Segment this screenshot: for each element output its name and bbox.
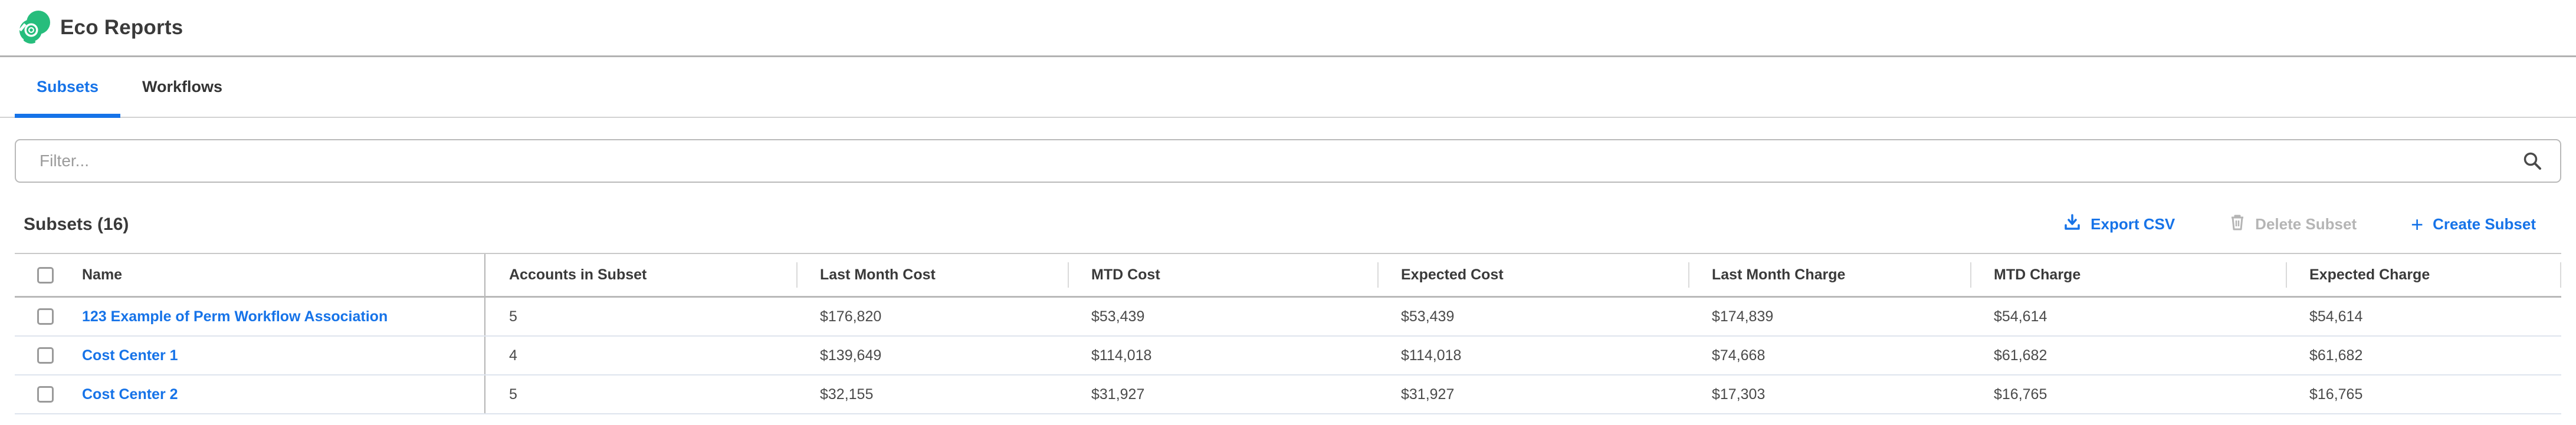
column-label-name: Name: [82, 266, 123, 283]
expected-cost-cell: $114,018: [1401, 347, 1462, 364]
accounts-cell: 5: [509, 308, 517, 325]
filter-section: [0, 118, 2576, 183]
trash-icon: [2229, 213, 2246, 235]
section-actions: Export CSV Delete Subset + Create Subset: [2063, 213, 2552, 235]
expected-charge-cell: $61,682: [2309, 347, 2363, 364]
table-row: Cost Center 2 5 $32,155 $31,927 $31,927 …: [15, 375, 2561, 414]
expected-cost-cell: $53,439: [1401, 308, 1455, 325]
row-checkbox[interactable]: [37, 308, 54, 325]
last-month-cost-cell: $139,649: [820, 347, 882, 364]
accounts-cell: 5: [509, 386, 517, 403]
mtd-charge-cell: $61,682: [1994, 347, 2047, 364]
delete-subset-label: Delete Subset: [2255, 215, 2357, 233]
table-row: Cost Center 1 4 $139,649 $114,018 $114,0…: [15, 337, 2561, 375]
last-month-cost-cell: $32,155: [820, 386, 874, 403]
last-month-charge-cell: $17,303: [1712, 386, 1766, 403]
page-title: Eco Reports: [60, 16, 183, 39]
row-name-cell: Cost Center 1: [15, 337, 485, 374]
last-month-cost-cell: $176,820: [820, 308, 882, 325]
header-expected-charge: Expected Charge: [2286, 254, 2561, 296]
subsets-table: Name Accounts in Subset Last Month Cost …: [15, 253, 2561, 414]
header-accounts: Accounts in Subset: [509, 266, 647, 283]
delete-subset-button[interactable]: Delete Subset: [2229, 213, 2357, 235]
table-header-row: Name Accounts in Subset Last Month Cost …: [15, 253, 2561, 298]
tab-bar: Subsets Workflows: [0, 57, 2576, 118]
row-name-cell: Cost Center 2: [15, 375, 485, 413]
row-name-cell: 123 Example of Perm Workflow Association: [15, 298, 485, 335]
section-title: Subsets (16): [24, 214, 129, 234]
filter-input[interactable]: [16, 140, 2560, 182]
mtd-charge-cell: $54,614: [1994, 308, 2047, 325]
section-header: Subsets (16) Export CSV De: [0, 183, 2576, 235]
header-last-month-cost: Last Month Cost: [796, 254, 1068, 296]
tab-subsets[interactable]: Subsets: [15, 57, 121, 118]
create-subset-label: Create Subset: [2433, 215, 2536, 233]
header-mtd-cost: MTD Cost: [1068, 254, 1377, 296]
export-csv-label: Export CSV: [2091, 215, 2175, 233]
expected-charge-cell: $54,614: [2309, 308, 2363, 325]
subset-link[interactable]: Cost Center 2: [82, 386, 178, 403]
subset-link[interactable]: Cost Center 1: [82, 347, 178, 364]
header-name: Name: [15, 254, 485, 296]
tab-workflows[interactable]: Workflows: [142, 78, 223, 95]
search-icon[interactable]: [2522, 151, 2542, 171]
mtd-charge-cell: $16,765: [1994, 386, 2047, 403]
mtd-cost-cell: $31,927: [1091, 386, 1145, 403]
filter-box: [15, 139, 2561, 183]
create-subset-button[interactable]: + Create Subset: [2411, 212, 2536, 236]
download-icon: [2063, 213, 2081, 235]
header-expected-cost: Expected Cost: [1377, 254, 1688, 296]
export-csv-button[interactable]: Export CSV: [2063, 213, 2175, 235]
last-month-charge-cell: $74,668: [1712, 347, 1766, 364]
expected-charge-cell: $16,765: [2309, 386, 2363, 403]
mtd-cost-cell: $53,439: [1091, 308, 1145, 325]
expected-cost-cell: $31,927: [1401, 386, 1455, 403]
table-row: 123 Example of Perm Workflow Association…: [15, 298, 2561, 337]
app-header: Eco Reports: [0, 0, 2576, 57]
mtd-cost-cell: $114,018: [1091, 347, 1152, 364]
header-mtd-charge: MTD Charge: [1970, 254, 2286, 296]
densify-logo-icon: [17, 11, 51, 45]
header-last-month-charge: Last Month Charge: [1688, 254, 1970, 296]
select-all-checkbox[interactable]: [37, 266, 54, 284]
subset-link[interactable]: 123 Example of Perm Workflow Association: [82, 308, 388, 325]
last-month-charge-cell: $174,839: [1712, 308, 1774, 325]
accounts-cell: 4: [509, 347, 517, 364]
row-checkbox[interactable]: [37, 386, 54, 403]
plus-icon: +: [2411, 212, 2424, 236]
row-checkbox[interactable]: [37, 347, 54, 364]
